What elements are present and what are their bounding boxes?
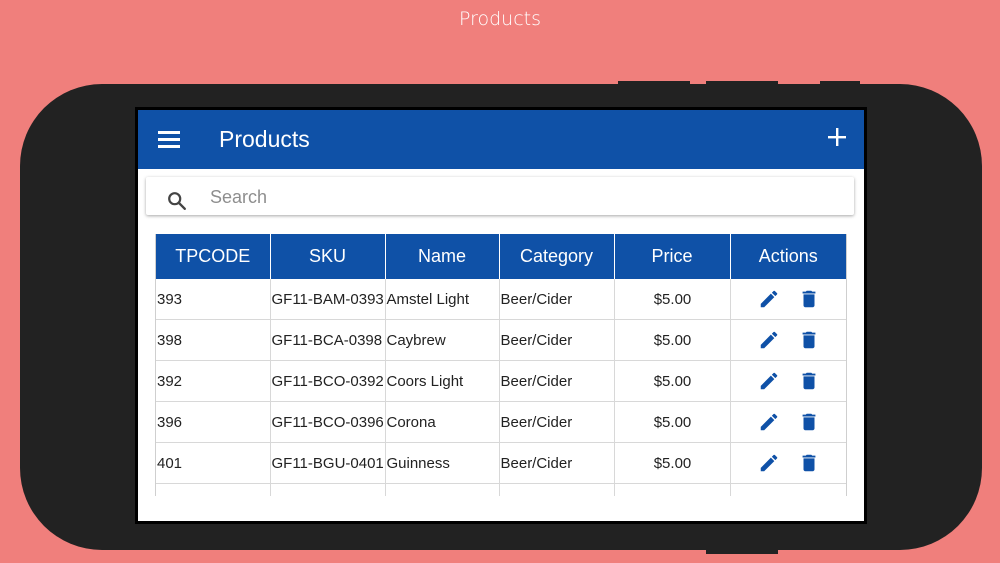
- cell-actions: [730, 279, 846, 320]
- phone-side-button: [618, 81, 690, 87]
- page-title: Products: [219, 126, 310, 152]
- app-bar: Products: [138, 110, 864, 169]
- cell-price: $5.00: [614, 279, 731, 320]
- cell-name: Corona: [385, 401, 500, 443]
- delete-trash-icon[interactable]: [798, 452, 820, 474]
- table-header-row: TPCODE SKU Name Category Price Actions: [156, 234, 846, 279]
- table-row[interactable]: 396 GF11-BCO-0396 Corona Beer/Cider $5.0…: [156, 401, 846, 443]
- edit-pencil-icon[interactable]: [758, 288, 780, 310]
- phone-side-button: [706, 81, 778, 87]
- cell-actions: [730, 483, 846, 496]
- cell-tpcode: 393: [156, 279, 271, 320]
- cell-actions: [730, 442, 846, 484]
- phone-side-button: [706, 545, 778, 554]
- cell-price: $5.00: [614, 442, 731, 484]
- table-row[interactable]: 398 GF11-BCA-0398 Caybrew Beer/Cider $5.…: [156, 319, 846, 361]
- cell-tpcode: 401: [156, 442, 271, 484]
- cell-tpcode: 398: [156, 319, 271, 361]
- phone-side-button: [820, 81, 860, 87]
- cell-actions: [730, 319, 846, 361]
- app-screen: Products TPCODE SKU Name Category Price: [138, 110, 864, 521]
- column-header-category[interactable]: Category: [499, 234, 615, 279]
- cell-actions: [730, 401, 846, 443]
- cell-sku: GF11-BGU-0401: [270, 442, 386, 484]
- cell-price: $5.00: [614, 319, 731, 361]
- hamburger-menu-icon[interactable]: [158, 131, 180, 149]
- cell-price: $5.00: [614, 401, 731, 443]
- cell-actions: [730, 360, 846, 402]
- search-input[interactable]: [208, 181, 832, 213]
- cell-category: Beer/Cider: [499, 442, 615, 484]
- cell-name: [385, 483, 500, 496]
- add-product-icon[interactable]: [824, 126, 850, 152]
- edit-pencil-icon[interactable]: [758, 452, 780, 474]
- cell-name: Guinness: [385, 442, 500, 484]
- cell-price: [614, 483, 731, 496]
- table-row[interactable]: 401 GF11-BGU-0401 Guinness Beer/Cider $5…: [156, 442, 846, 484]
- cell-tpcode: 396: [156, 401, 271, 443]
- page-caption: Products: [458, 8, 542, 30]
- cell-sku: GF11-BCO-0396: [270, 401, 386, 443]
- search-bar: [146, 177, 854, 215]
- cell-sku: GF11-BCO-0392: [270, 360, 386, 402]
- cell-tpcode: [156, 483, 271, 496]
- cell-tpcode: 392: [156, 360, 271, 402]
- column-header-sku[interactable]: SKU: [270, 234, 386, 279]
- table-row-partial[interactable]: [156, 483, 846, 496]
- delete-trash-icon[interactable]: [798, 288, 820, 310]
- edit-pencil-icon[interactable]: [758, 411, 780, 433]
- column-header-name[interactable]: Name: [385, 234, 500, 279]
- table-row[interactable]: 392 GF11-BCO-0392 Coors Light Beer/Cider…: [156, 360, 846, 402]
- edit-pencil-icon[interactable]: [758, 370, 780, 392]
- column-header-price[interactable]: Price: [614, 234, 731, 279]
- cell-name: Amstel Light: [385, 279, 500, 320]
- cell-price: $5.00: [614, 360, 731, 402]
- cell-sku: GF11-BCA-0398: [270, 319, 386, 361]
- delete-trash-icon[interactable]: [798, 370, 820, 392]
- cell-name: Coors Light: [385, 360, 500, 402]
- edit-pencil-icon[interactable]: [758, 329, 780, 351]
- column-header-actions: Actions: [730, 234, 846, 279]
- products-table: TPCODE SKU Name Category Price Actions 3…: [156, 234, 846, 496]
- cell-category: Beer/Cider: [499, 360, 615, 402]
- cell-sku: [270, 483, 386, 496]
- cell-category: Beer/Cider: [499, 319, 615, 361]
- delete-trash-icon[interactable]: [798, 329, 820, 351]
- cell-name: Caybrew: [385, 319, 500, 361]
- table-row[interactable]: 393 GF11-BAM-0393 Amstel Light Beer/Cide…: [156, 279, 846, 320]
- cell-category: Beer/Cider: [499, 401, 615, 443]
- products-table-container: TPCODE SKU Name Category Price Actions 3…: [155, 234, 847, 496]
- column-header-tpcode[interactable]: TPCODE: [156, 234, 271, 279]
- cell-sku: GF11-BAM-0393: [270, 279, 386, 320]
- search-icon: [168, 192, 186, 210]
- delete-trash-icon[interactable]: [798, 411, 820, 433]
- cell-category: [499, 483, 615, 496]
- cell-category: Beer/Cider: [499, 279, 615, 320]
